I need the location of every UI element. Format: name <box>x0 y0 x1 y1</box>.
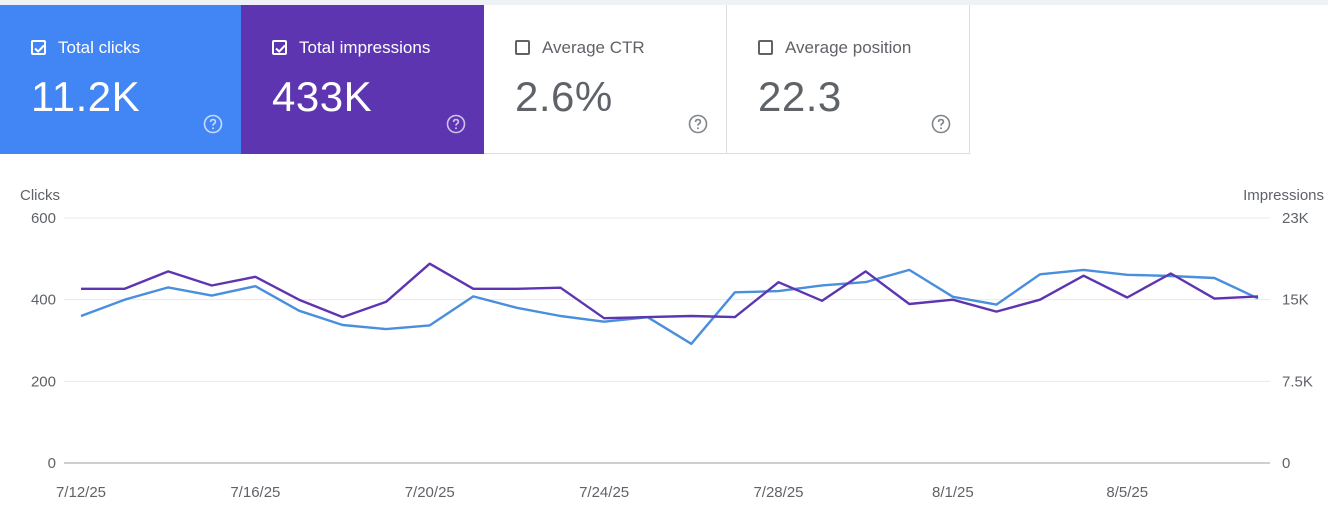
series-line-clicks <box>80 268 1259 346</box>
checkbox-icon[interactable] <box>31 40 46 55</box>
checkbox-icon[interactable] <box>272 40 287 55</box>
x-tick-label: 7/28/25 <box>753 484 803 501</box>
metric-label: Average position <box>785 38 912 57</box>
y-tick-label-left: 400 <box>31 292 56 309</box>
x-tick-label: 7/12/25 <box>56 484 106 501</box>
y-tick-label-left: 0 <box>48 455 56 472</box>
help-circle-icon[interactable] <box>688 114 708 134</box>
metric-value: 2.6% <box>515 73 613 120</box>
performance-chart: Clicks Impressions 0 0 200 7.5K 400 15K 600 23K 7/… <box>20 187 1324 501</box>
y-axis-title-right: Impressions <box>1243 187 1324 204</box>
metric-cards: Total clicks 11.2K Total impressions 433… <box>0 5 970 154</box>
y-axis-title-left: Clicks <box>20 187 60 204</box>
y-tick-label-right: 23K <box>1282 210 1309 227</box>
help-circle-icon[interactable] <box>203 114 223 134</box>
metric-card-total-impressions[interactable]: Total impressions 433K <box>241 5 484 154</box>
x-tick-label: 8/5/25 <box>1106 484 1148 501</box>
help-circle-icon[interactable] <box>446 114 466 134</box>
checkbox-icon[interactable] <box>758 40 773 55</box>
metric-value: 433K <box>272 73 373 120</box>
checkbox-icon[interactable] <box>515 40 530 55</box>
metric-label: Total clicks <box>58 38 141 57</box>
x-tick-label: 7/24/25 <box>579 484 629 501</box>
metric-value: 22.3 <box>758 73 842 120</box>
y-tick-label-right: 7.5K <box>1282 373 1313 390</box>
y-tick-label-right: 0 <box>1282 455 1290 472</box>
y-tick-label-left: 600 <box>31 210 56 227</box>
metric-label: Total impressions <box>299 38 431 57</box>
metric-label: Average CTR <box>542 38 645 57</box>
series-line-impressions <box>81 262 1259 320</box>
metric-value: 11.2K <box>31 73 141 120</box>
metric-card-average-position[interactable]: Average position 22.3 <box>727 5 970 154</box>
metric-card-total-clicks[interactable]: Total clicks 11.2K <box>0 5 241 154</box>
help-circle-icon[interactable] <box>931 114 951 134</box>
x-tick-label: 7/20/25 <box>405 484 455 501</box>
y-tick-label-right: 15K <box>1282 292 1309 309</box>
top-strip <box>0 0 1328 5</box>
y-tick-label-left: 200 <box>31 373 56 390</box>
x-tick-label: 7/16/25 <box>230 484 280 501</box>
x-tick-label: 8/1/25 <box>932 484 974 501</box>
metric-card-average-ctr[interactable]: Average CTR 2.6% <box>484 5 727 154</box>
